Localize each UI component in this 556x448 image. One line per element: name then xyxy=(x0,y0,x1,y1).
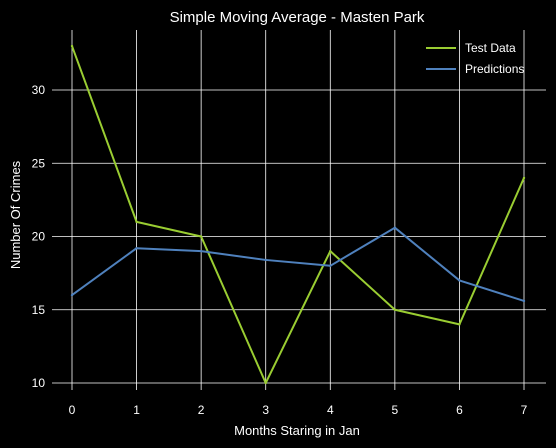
x-axis-label: Months Staring in Jan xyxy=(234,423,360,438)
x-tick-label: 1 xyxy=(133,403,140,417)
data-point-predictions xyxy=(264,258,267,262)
data-point-test-data xyxy=(393,308,397,311)
y-tick-label: 15 xyxy=(32,303,46,317)
y-tick-label: 10 xyxy=(32,376,46,390)
data-point-predictions xyxy=(329,264,332,267)
x-tick-label: 7 xyxy=(521,403,528,417)
data-point-predictions xyxy=(199,249,203,253)
data-point-predictions xyxy=(458,279,461,282)
data-point-predictions xyxy=(522,299,526,303)
x-tick-label: 4 xyxy=(327,403,334,417)
data-point-test-data xyxy=(135,220,138,224)
y-tick-label: 30 xyxy=(32,83,46,97)
series-group xyxy=(70,44,526,385)
data-point-predictions xyxy=(135,247,138,250)
legend: Test Data Predictions xyxy=(426,41,524,76)
y-tick-label: 25 xyxy=(32,156,46,170)
data-point-test-data xyxy=(199,235,203,238)
x-tick-label: 6 xyxy=(456,403,463,417)
grid xyxy=(52,30,546,390)
x-tick-label: 2 xyxy=(198,403,205,417)
chart-title: Simple Moving Average - Masten Park xyxy=(170,9,425,26)
y-axis-label: Number Of Crimes xyxy=(8,160,23,269)
data-point-test-data xyxy=(458,323,461,326)
data-point-test-data xyxy=(522,176,526,180)
x-tick-label: 3 xyxy=(262,403,269,417)
x-tick-label: 0 xyxy=(69,403,76,417)
data-point-test-data xyxy=(70,44,74,48)
tick-labels: 0 1 2 3 4 5 6 7 10 15 20 25 30 xyxy=(32,83,528,417)
data-point-test-data xyxy=(264,381,267,385)
legend-label-test-data: Test Data xyxy=(465,41,516,55)
data-point-predictions xyxy=(393,226,397,229)
series-line-predictions xyxy=(71,226,525,302)
y-tick-label: 20 xyxy=(32,230,46,244)
data-point-predictions xyxy=(70,293,74,297)
series-line-test-data xyxy=(71,45,525,384)
data-point-test-data xyxy=(329,249,332,253)
x-tick-label: 5 xyxy=(392,403,399,417)
legend-label-predictions: Predictions xyxy=(465,62,524,76)
